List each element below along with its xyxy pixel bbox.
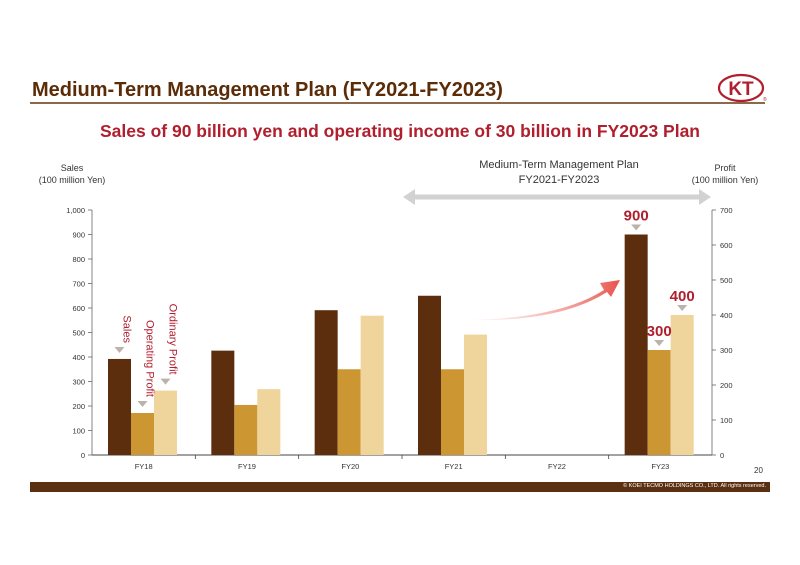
left-tick-label: 1,000 [66, 206, 85, 215]
legend-marker [137, 401, 148, 407]
operating-profit-bar [647, 350, 671, 455]
right-tick-label: 500 [720, 276, 733, 285]
left-tick-label: 600 [72, 304, 85, 313]
left-tick-label: 500 [72, 329, 85, 338]
growth-arrow [470, 280, 620, 321]
footer-bar [30, 482, 770, 492]
left-tick-label: 100 [72, 427, 85, 436]
operating-profit-bar [441, 369, 464, 455]
ordinary-profit-bar [257, 389, 281, 455]
callout-value: 900 [624, 208, 649, 225]
sales-profit-chart: Sales (100 million Yen) Profit (100 mill… [39, 159, 759, 471]
sales-bar [108, 358, 131, 455]
left-tick-label: 700 [72, 280, 85, 289]
right-tick-label: 300 [720, 346, 733, 355]
ordinary-profit-bar [464, 334, 487, 455]
left-axis-title: Sales [61, 163, 84, 173]
callout-value: 300 [647, 323, 672, 340]
callout-marker [677, 305, 688, 311]
left-tick-label: 200 [72, 402, 85, 411]
ordinary-profit-bar [670, 315, 694, 455]
sales-bar [624, 234, 648, 455]
left-axis-unit: (100 million Yen) [39, 175, 106, 185]
right-tick-label: 100 [720, 416, 733, 425]
logo-text: KT [728, 79, 754, 100]
title-divider [30, 102, 765, 104]
plan-span-arrow [403, 189, 711, 205]
legend-marker [160, 378, 171, 385]
x-tick-label: FY20 [341, 462, 359, 471]
callout-value: 400 [670, 288, 695, 305]
x-tick-label: FY18 [135, 462, 153, 471]
legend-marker [114, 346, 125, 353]
copyright-text: © KOEI TECMO HOLDINGS CO., LTD. All righ… [623, 483, 766, 489]
x-tick-label: FY19 [238, 462, 256, 471]
sales-bar [314, 310, 338, 455]
operating-profit-bar [234, 404, 258, 455]
left-tick-label: 0 [81, 451, 85, 460]
page-title: Medium-Term Management Plan (FY2021-FY20… [32, 79, 503, 101]
legend-label: Sales [121, 315, 133, 343]
plan-span-label: Medium-Term Management Plan [479, 159, 639, 171]
page-number: 20 [754, 466, 763, 475]
x-tick-label: FY22 [548, 462, 566, 471]
page-subtitle: Sales of 90 billion yen and operating in… [100, 121, 700, 141]
svg-text:®: ® [763, 96, 767, 103]
left-tick-label: 300 [72, 378, 85, 387]
left-tick-label: 400 [72, 353, 85, 362]
right-tick-label: 700 [720, 206, 733, 215]
plan-span-years: FY2021-FY2023 [519, 174, 600, 186]
right-tick-label: 0 [720, 451, 724, 460]
x-tick-label: FY23 [651, 462, 669, 471]
right-axis-title: Profit [714, 163, 736, 173]
right-tick-label: 200 [720, 381, 733, 390]
ordinary-profit-bar [154, 390, 177, 455]
right-axis-unit: (100 million Yen) [692, 175, 759, 185]
left-tick-label: 800 [72, 255, 85, 264]
callout-marker [654, 340, 665, 346]
sales-bar [211, 350, 235, 455]
left-tick-label: 900 [72, 231, 85, 240]
callout-marker [631, 224, 642, 231]
legend-label: Ordinary Profit [167, 304, 179, 375]
legend-label: Operating Profit [144, 320, 156, 397]
koei-tecmo-logo: KT ® [717, 73, 767, 103]
ordinary-profit-bar [360, 315, 384, 455]
right-tick-label: 400 [720, 311, 733, 320]
operating-profit-bar [131, 413, 154, 455]
x-tick-label: FY21 [445, 462, 463, 471]
operating-profit-bar [337, 369, 361, 455]
right-tick-label: 600 [720, 241, 733, 250]
sales-bar [418, 295, 441, 455]
